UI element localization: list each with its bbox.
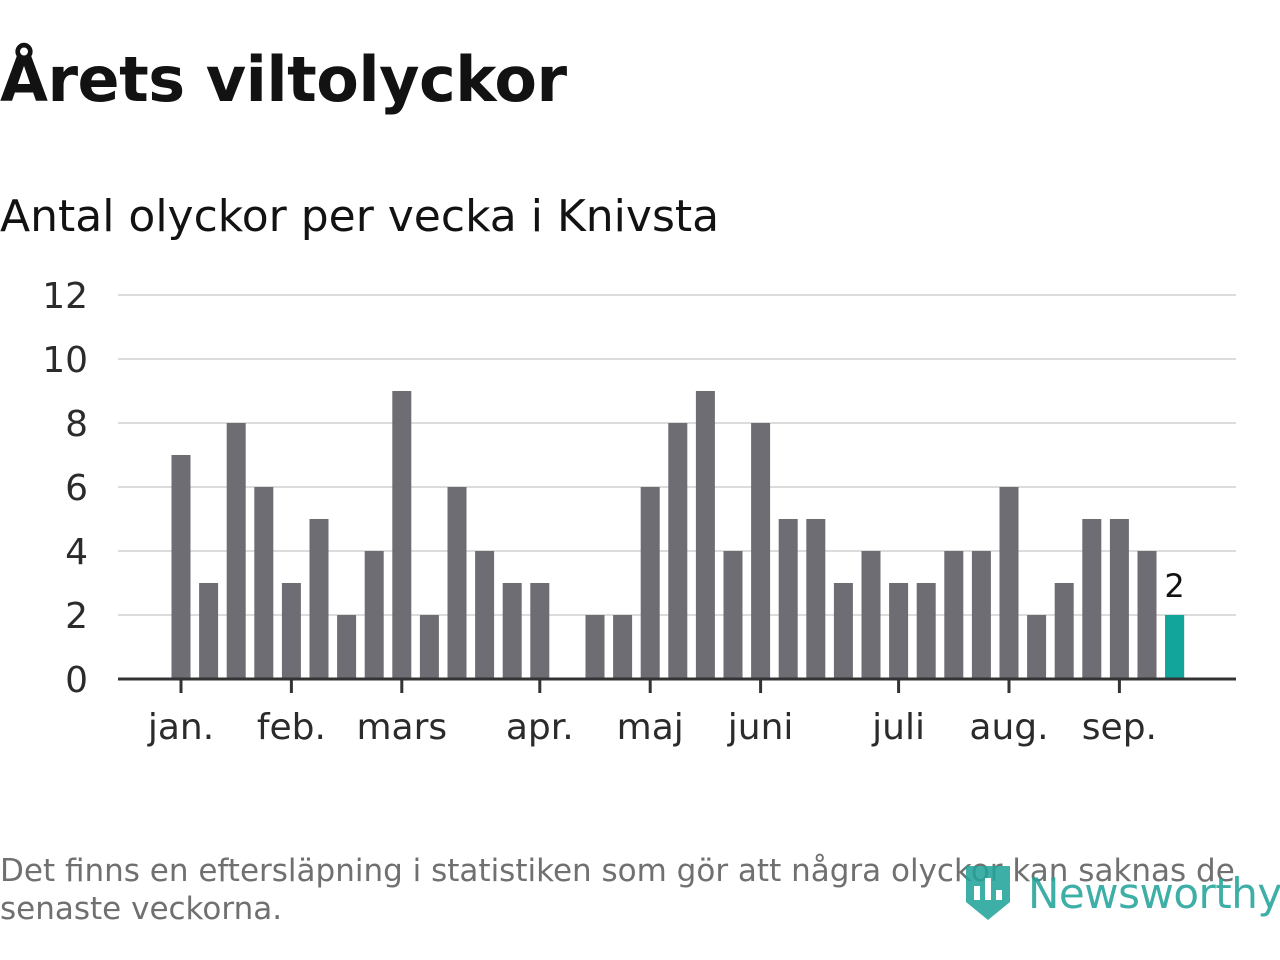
- x-tick-label-aug: aug.: [969, 707, 1048, 748]
- x-tick-label-juni: juni: [727, 707, 794, 748]
- footnote-line-1: Det finns en eftersläpning i statistiken…: [0, 853, 1235, 889]
- bar-week-6: [309, 519, 329, 679]
- x-tick-label-maj: maj: [617, 707, 684, 748]
- x-tick-label-mars: mars: [356, 707, 447, 748]
- x-axis: [118, 677, 1236, 693]
- bar-week-9: [392, 391, 412, 679]
- bar-week-7: [337, 615, 357, 679]
- bar-week-25: [833, 583, 853, 679]
- bar-week-14: [530, 583, 550, 679]
- x-tick-label-feb: feb.: [257, 707, 326, 748]
- bar-week-30: [971, 551, 991, 679]
- x-tick-label-sep: sep.: [1082, 707, 1157, 748]
- bar-chart-badge-icon: [966, 866, 1010, 920]
- y-tick-label-10: 10: [42, 340, 88, 381]
- bar-highlight-week-37: [1165, 615, 1185, 679]
- bar-week-3: [226, 423, 246, 679]
- y-tick-label-2: 2: [65, 596, 88, 637]
- y-axis-labels: 0 2 4 6 8 10 12: [42, 276, 88, 701]
- bar-week-2: [199, 583, 219, 679]
- bar-week-23: [778, 519, 798, 679]
- annotations: 2: [1164, 567, 1184, 605]
- bar-week-28: [916, 583, 936, 679]
- bar-week-11: [447, 487, 467, 679]
- bar-week-26: [861, 551, 881, 679]
- bar-week-33: [1054, 583, 1074, 679]
- bar-week-19: [668, 423, 688, 679]
- bar-week-1: [171, 455, 191, 679]
- bar-week-20: [695, 391, 715, 679]
- bar-week-34: [1082, 519, 1102, 679]
- bar-week-8: [364, 551, 384, 679]
- brand-name: Newsworthy: [1028, 868, 1280, 918]
- bar-week-35: [1109, 519, 1129, 679]
- bar-week-4: [254, 487, 274, 679]
- bar-week-32: [1027, 615, 1047, 679]
- footnote: Det finns en eftersläpning i statistiken…: [0, 852, 1270, 928]
- y-tick-label-4: 4: [65, 532, 88, 573]
- bar-week-17: [613, 615, 633, 679]
- bar-week-36: [1137, 551, 1157, 679]
- bar-week-10: [419, 615, 439, 679]
- y-tick-label-8: 8: [65, 404, 88, 445]
- newsworthy-logo: Newsworthy: [962, 858, 1280, 928]
- bar-week-31: [999, 487, 1019, 679]
- y-tick-label-6: 6: [65, 468, 88, 509]
- bar-week-18: [640, 487, 660, 679]
- x-tick-label-juli: juli: [871, 707, 925, 748]
- y-tick-label-0: 0: [65, 660, 88, 701]
- chart-subtitle: Antal olyckor per vecka i Knivsta: [0, 191, 720, 242]
- bar-week-27: [889, 583, 909, 679]
- bar-chart: 0 2 4 6 8 10 12 jan. feb. mars apr. maj juni juli aug…: [42, 276, 1236, 748]
- chart-title: Årets viltolyckor: [0, 43, 567, 116]
- bars: [171, 391, 1185, 679]
- bar-week-24: [806, 519, 826, 679]
- bar-week-13: [502, 583, 522, 679]
- bar-week-5: [281, 583, 301, 679]
- bar-week-12: [475, 551, 495, 679]
- bar-week-16: [585, 615, 605, 679]
- bar-week-29: [944, 551, 964, 679]
- y-tick-label-12: 12: [42, 276, 88, 317]
- bar-week-21: [723, 551, 743, 679]
- bar-week-22: [751, 423, 771, 679]
- footnote-line-2: senaste veckorna.: [0, 891, 283, 927]
- x-tick-label-jan: jan.: [147, 707, 214, 748]
- x-axis-labels: jan. feb. mars apr. maj juni juli aug. sep.: [147, 707, 1157, 748]
- x-tick-label-apr: apr.: [506, 707, 574, 748]
- highlight-value-label: 2: [1164, 567, 1184, 605]
